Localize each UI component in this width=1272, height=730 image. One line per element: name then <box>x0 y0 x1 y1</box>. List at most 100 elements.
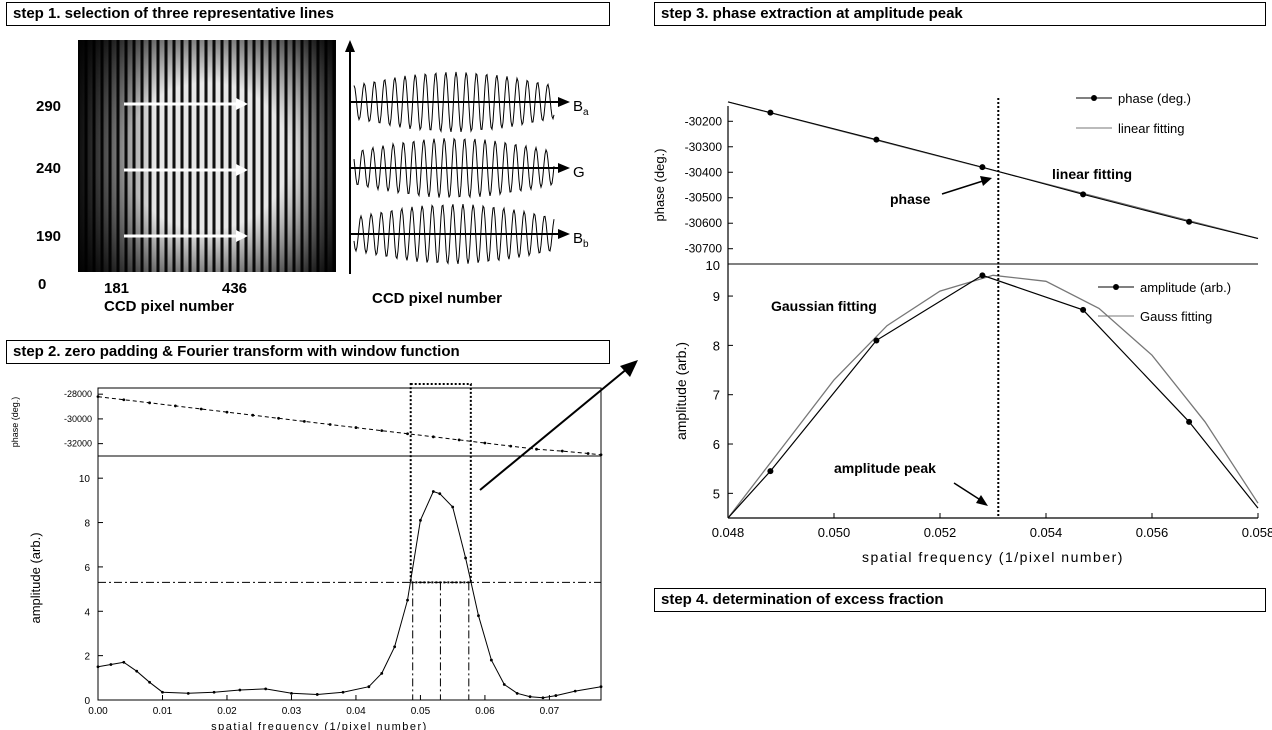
annotation-phase-arrowhead <box>980 176 992 186</box>
amp-point <box>212 690 216 694</box>
amp-point <box>186 691 190 695</box>
phase-point <box>406 432 409 436</box>
amp-point <box>135 669 139 673</box>
annotation-phase-arrow <box>941 179 987 195</box>
step3-amp-ytick-label: 6 <box>713 437 720 452</box>
phase-point <box>509 444 513 448</box>
step3-phase-point <box>1080 191 1087 198</box>
amp-point <box>238 688 242 692</box>
amp-point <box>599 685 603 689</box>
annotation-phase: phase <box>890 191 931 207</box>
amp-point <box>380 671 384 675</box>
step1-title: step 1. selection of three representativ… <box>6 2 610 26</box>
phase-ytick-label: -30000 <box>64 414 92 424</box>
step3-amp-ytick-label: 7 <box>713 388 720 403</box>
amp-point <box>341 690 345 694</box>
step3-title: step 3. phase extraction at amplitude pe… <box>654 2 1266 26</box>
amp-point <box>477 614 480 618</box>
amp-point <box>315 693 319 696</box>
step3-amp-ytick-label: 10 <box>706 258 720 273</box>
step3-amp-ytick-label: 9 <box>713 289 720 304</box>
amp-point <box>406 598 409 602</box>
legend-amp-text: amplitude (arb.) <box>1140 280 1231 295</box>
step2-xlabel: spatial frequency (1/pixel number) <box>211 721 428 730</box>
amp-xtick-label: 0.03 <box>282 706 302 717</box>
phase-point <box>586 452 590 455</box>
row-label-190: 190 <box>36 228 62 245</box>
step3-phase-ytick-label: -30300 <box>685 140 723 154</box>
line-label-ba: Ba <box>573 98 589 118</box>
row-label-240: 240 <box>36 160 62 177</box>
amp-point <box>419 518 422 522</box>
annotation-linear-fitting: linear fitting <box>1052 166 1132 182</box>
waveform-trace-2 <box>353 204 555 265</box>
col-label-181: 181 <box>104 280 130 297</box>
step3-phase-ylabel: phase (deg.) <box>652 149 667 222</box>
step3-amp-ytick-label: 5 <box>713 486 720 501</box>
amp-point <box>290 691 293 695</box>
amp-point <box>515 691 519 695</box>
amp-xtick-label: 0.05 <box>411 706 431 717</box>
amp-point <box>502 683 506 686</box>
amp-ytick-label: 6 <box>84 563 90 574</box>
step2-frame <box>97 387 602 701</box>
step3-xtick-label: 0.048 <box>712 525 745 540</box>
phase-point <box>380 429 384 433</box>
phase-point <box>277 416 280 420</box>
phase-point <box>354 426 358 429</box>
step3-amp-point <box>979 272 986 279</box>
amp-point <box>109 663 113 666</box>
step3-phase-point <box>873 136 880 143</box>
step3-xtick-label: 0.058 <box>1242 525 1272 540</box>
ccd-fringe-image <box>78 40 336 272</box>
phase-point <box>173 404 177 408</box>
phase-point <box>457 438 461 442</box>
ccd-xlabel-right: CCD pixel number <box>372 290 503 307</box>
amp-ytick-label: 2 <box>84 652 90 663</box>
amp-point <box>464 556 467 560</box>
phase-point <box>122 398 126 402</box>
phase-ylabel: phase (deg.) <box>10 397 20 448</box>
step3-phase-point <box>1186 218 1193 225</box>
step3-phase-ytick-label: -30500 <box>685 191 723 205</box>
step4-title: step 4. determination of excess fraction <box>654 588 1266 612</box>
amp-xtick-label: 0.07 <box>540 706 560 717</box>
step3-amp-point <box>767 468 774 475</box>
amp-point <box>528 695 532 699</box>
amp-point <box>367 685 371 689</box>
step3-phase-point <box>767 109 774 116</box>
amp-point <box>438 492 442 496</box>
phase-ytick-label: -32000 <box>64 439 92 449</box>
waveform-plot <box>345 40 570 274</box>
amp-xtick-label: 0.02 <box>217 706 237 717</box>
waveform-trace-0 <box>353 71 555 134</box>
amp-point <box>541 696 545 700</box>
amp-ytick-label: 4 <box>84 607 90 618</box>
step2-chart: -28000 -30000 -32000 phase (deg.) 0 2 4 6 8 10 0.0… <box>10 383 603 730</box>
phase-point <box>483 441 487 445</box>
step3-amp-ytick-label: 8 <box>713 338 720 353</box>
annotation-amplitude-peak: amplitude peak <box>834 460 936 476</box>
step3-phase-ytick-label: -30600 <box>685 216 723 230</box>
amp-ytick-label: 8 <box>84 519 90 530</box>
phase-point <box>431 435 435 439</box>
selection-box <box>409 383 472 584</box>
amp-point <box>573 689 577 693</box>
amp-point <box>96 665 100 669</box>
col-label-436: 436 <box>222 280 248 297</box>
line-label-bb: Bb <box>573 230 589 250</box>
phase-point <box>599 453 603 457</box>
step3-chart: -30200 -30300 -30400 -30500 -30600 -30700 phas… <box>652 91 1272 565</box>
step3-xtick-label: 0.052 <box>924 525 957 540</box>
amp-ylabel: amplitude (arb.) <box>28 532 43 623</box>
line-label-g: G <box>573 164 585 181</box>
phase-point <box>302 419 306 423</box>
legend-linear-text: linear fitting <box>1118 121 1184 136</box>
amp-point <box>122 660 126 664</box>
phase-point <box>199 407 203 411</box>
waveform-trace-1 <box>353 137 555 199</box>
amp-xtick-label: 0.06 <box>475 706 495 717</box>
step3-xtick-label: 0.050 <box>818 525 851 540</box>
amp-point <box>451 505 455 509</box>
step3-amp-ylabel: amplitude (arb.) <box>673 342 689 440</box>
